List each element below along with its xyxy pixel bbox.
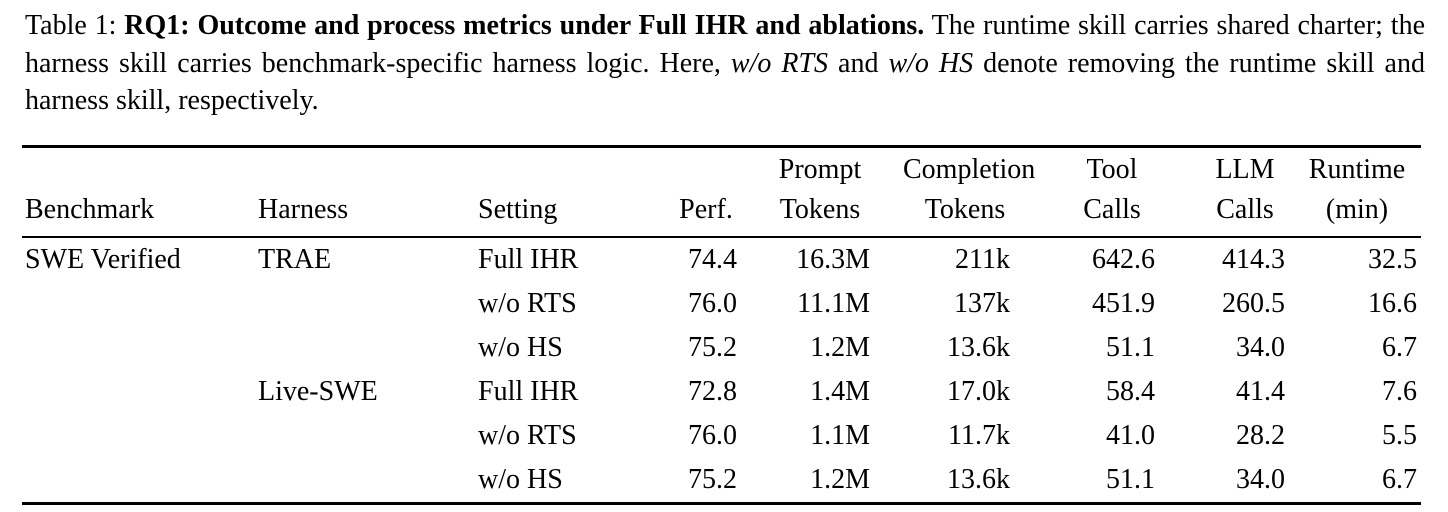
table-cell: 1.1M bbox=[810, 419, 870, 451]
table-cell: 260.5 bbox=[1222, 287, 1285, 319]
table-cell: 11.7k bbox=[948, 419, 1010, 451]
table-cell: w/o HS bbox=[478, 331, 563, 363]
table-cell: 51.1 bbox=[1106, 331, 1155, 363]
table-cell: TRAE bbox=[258, 243, 332, 275]
table-cell: 34.0 bbox=[1236, 331, 1285, 363]
table-cell: 41.0 bbox=[1106, 419, 1155, 451]
table-cell: w/o HS bbox=[478, 463, 563, 495]
table-row: Live-SWE Full IHR 72.8 1.4M 17.0k 58.4 4… bbox=[22, 370, 1421, 414]
table-cell: 16.3M bbox=[796, 243, 870, 275]
table-cell: 137k bbox=[954, 287, 1010, 319]
table-row: SWE Verified TRAE Full IHR 74.4 16.3M 21… bbox=[22, 237, 1421, 282]
column-header-perf: Perf. bbox=[679, 193, 733, 225]
table-cell bbox=[255, 458, 475, 504]
table-cell: w/o RTS bbox=[478, 287, 577, 319]
caption-body-text: The runtime skill carries shared charter… bbox=[25, 10, 1426, 79]
table-caption: Table 1: RQ1: Outcome and process metric… bbox=[25, 7, 1425, 120]
table-cell bbox=[22, 458, 255, 504]
column-header-runtime: Runtime (min) bbox=[1308, 153, 1406, 225]
table-cell: 34.0 bbox=[1236, 463, 1285, 495]
table-cell: 16.6 bbox=[1368, 287, 1417, 319]
table-cell bbox=[22, 326, 255, 370]
column-header-benchmark: Benchmark bbox=[25, 193, 155, 225]
table-cell: 414.3 bbox=[1222, 243, 1285, 275]
table-cell: 13.6k bbox=[947, 331, 1010, 363]
table-row: w/o HS 75.2 1.2M 13.6k 51.1 34.0 6.7 bbox=[22, 326, 1421, 370]
column-header-completion-tokens: Completion Tokens bbox=[903, 153, 1036, 225]
metrics-table: Benchmark Harness Setting Perf. Prompt T… bbox=[22, 144, 1421, 505]
column-header-prompt-tokens: Prompt Tokens bbox=[778, 153, 862, 225]
table-row: w/o HS 75.2 1.2M 13.6k 51.1 34.0 6.7 bbox=[22, 458, 1421, 504]
table-cell bbox=[22, 282, 255, 326]
column-header-tool-calls: Tool Calls bbox=[1083, 153, 1141, 225]
table-cell: 6.7 bbox=[1382, 331, 1417, 363]
header-row: Benchmark Harness Setting Perf. Prompt T… bbox=[22, 146, 1421, 237]
table-cell bbox=[255, 326, 475, 370]
table-cell: 11.1M bbox=[797, 287, 870, 319]
column-header-harness: Harness bbox=[258, 193, 349, 225]
caption-table-label: Table 1: bbox=[25, 10, 125, 41]
table-cell bbox=[255, 414, 475, 458]
table-cell: SWE Verified bbox=[25, 243, 181, 275]
table-cell: 642.6 bbox=[1092, 243, 1155, 275]
table-row: w/o RTS 76.0 11.1M 137k 451.9 260.5 16.6 bbox=[22, 282, 1421, 326]
caption-connector: and bbox=[828, 47, 889, 79]
table-cell: 211k bbox=[955, 243, 1010, 275]
table-cell: Full IHR bbox=[478, 243, 579, 275]
caption-term-rts: w/o RTS bbox=[730, 47, 829, 79]
table-cell: 75.2 bbox=[688, 463, 737, 495]
table-cell: 1.2M bbox=[810, 331, 870, 363]
column-header-setting: Setting bbox=[478, 193, 558, 225]
table-cell: 13.6k bbox=[947, 463, 1010, 495]
table-cell: 58.4 bbox=[1106, 375, 1155, 407]
table-cell: Live-SWE bbox=[258, 375, 378, 407]
table-cell bbox=[22, 414, 255, 458]
table-cell: 451.9 bbox=[1092, 287, 1155, 319]
table-cell: 51.1 bbox=[1106, 463, 1155, 495]
table-cell bbox=[22, 370, 255, 414]
column-header-llm-calls: LLM Calls bbox=[1215, 153, 1275, 225]
table-cell: 41.4 bbox=[1236, 375, 1285, 407]
table-cell bbox=[255, 282, 475, 326]
table-cell: Full IHR bbox=[478, 375, 579, 407]
table-cell: 7.6 bbox=[1382, 375, 1417, 407]
caption-title-bold: RQ1: Outcome and process metrics under F… bbox=[124, 10, 925, 41]
table-cell: 5.5 bbox=[1382, 419, 1417, 451]
table-cell: 76.0 bbox=[688, 419, 737, 451]
table-cell: 17.0k bbox=[947, 375, 1010, 407]
table-cell: 1.2M bbox=[810, 463, 870, 495]
table-cell: 6.7 bbox=[1382, 463, 1417, 495]
table-cell: 76.0 bbox=[688, 287, 737, 319]
caption-tail-text: denote removing the runtime skill and ha… bbox=[25, 47, 1425, 117]
table-cell: 28.2 bbox=[1236, 419, 1285, 451]
table-row: w/o RTS 76.0 1.1M 11.7k 41.0 28.2 5.5 bbox=[22, 414, 1421, 458]
table-cell: 75.2 bbox=[688, 331, 737, 363]
table-cell: w/o RTS bbox=[478, 419, 577, 451]
table-cell: 1.4M bbox=[810, 375, 870, 407]
caption-term-hs: w/o HS bbox=[888, 47, 974, 79]
table-cell: 74.4 bbox=[688, 243, 737, 275]
table-cell: 72.8 bbox=[688, 375, 737, 407]
table-cell: 32.5 bbox=[1368, 243, 1417, 275]
